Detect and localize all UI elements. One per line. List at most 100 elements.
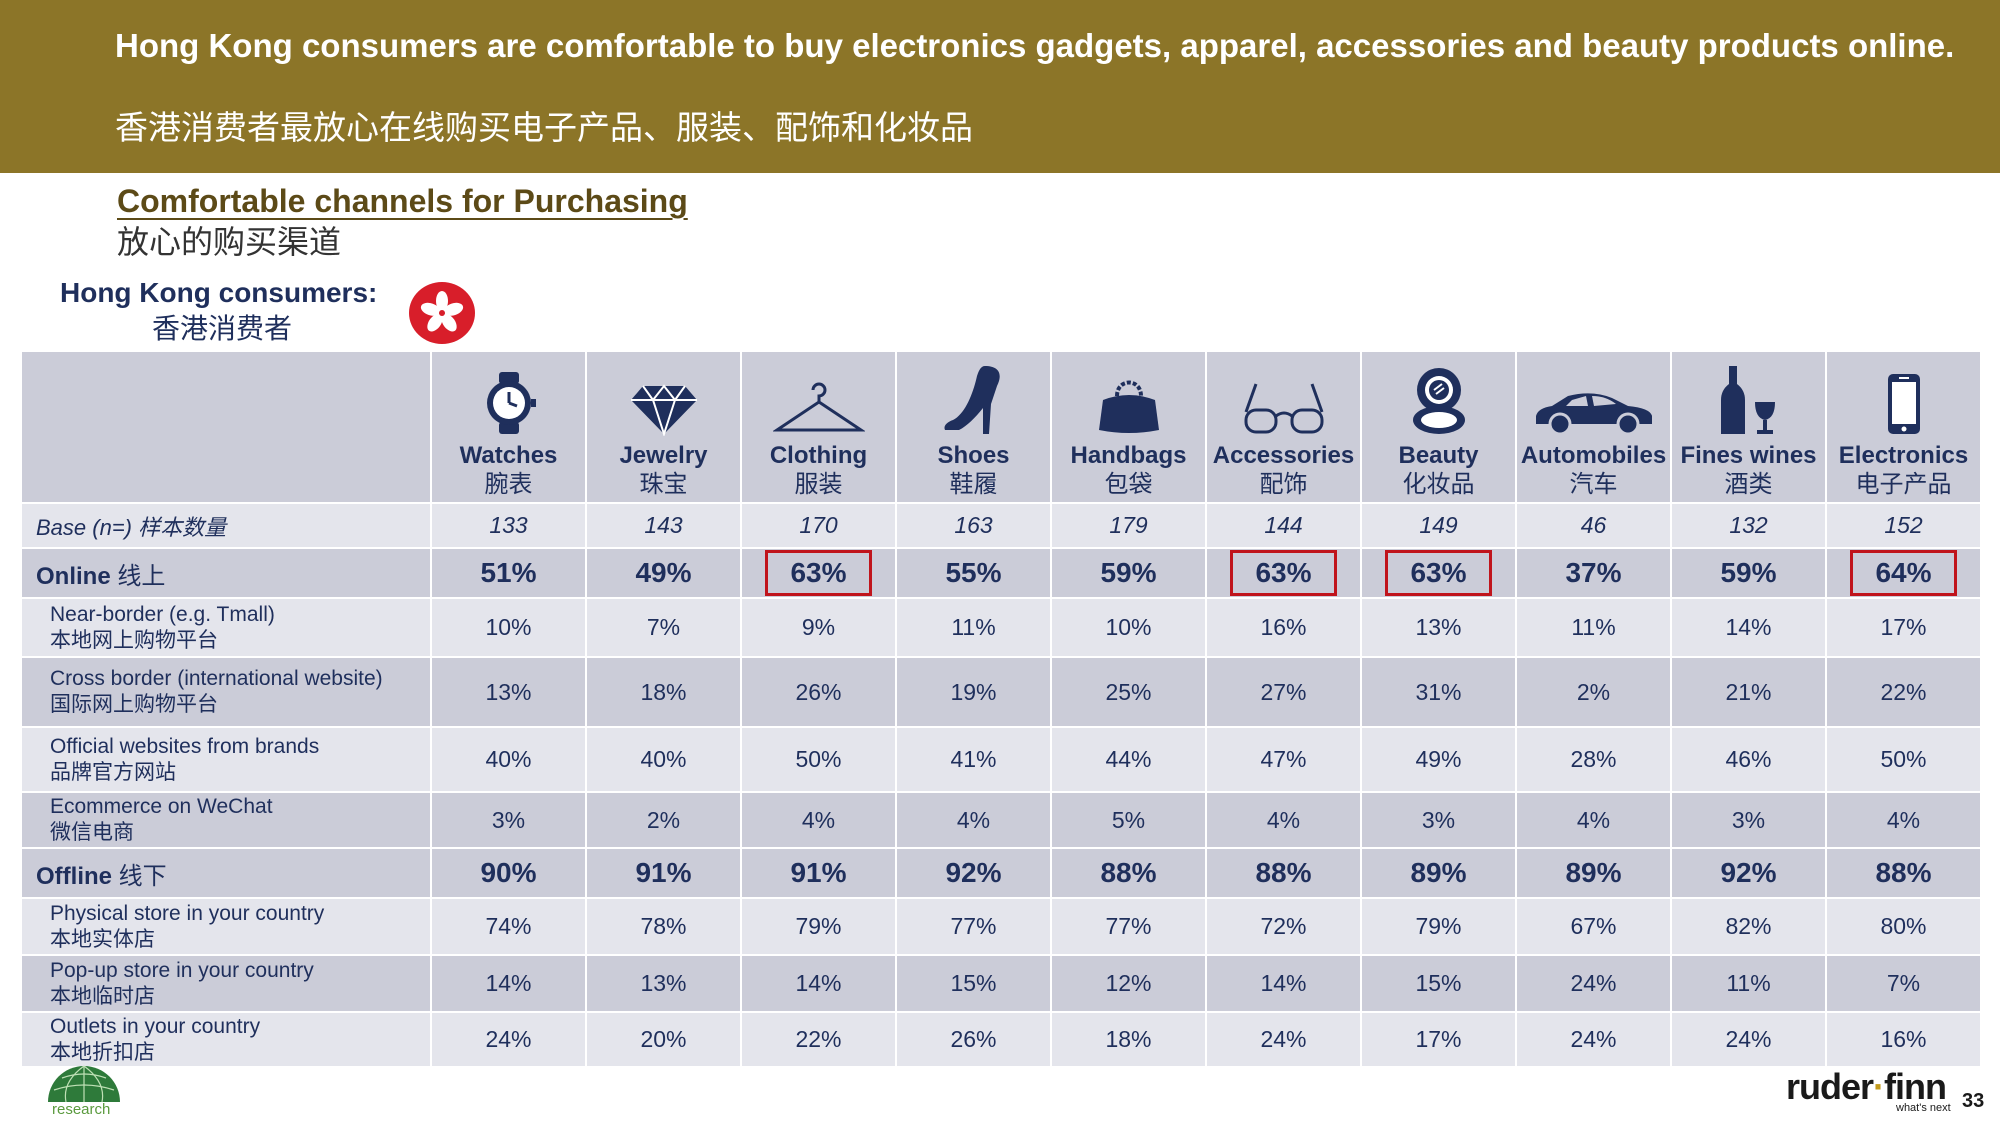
online-value-cell: 64% — [1825, 547, 1982, 599]
base-label-zh: 样本数量 — [138, 514, 227, 540]
section-title-en: Comfortable channels for Purchasing — [117, 183, 688, 219]
category-electronics: Electronics 电子产品 — [1825, 350, 1982, 504]
table-cell: 22% — [740, 1011, 897, 1068]
table-cell: 17% — [1825, 597, 1982, 658]
base-value-cell: 132 — [1670, 502, 1827, 549]
category-label-zh: 化妆品 — [1402, 471, 1475, 498]
offline-total-row: Offline 线下 90% 91% 91% 92% 88% 88% 89% 89% 92% 88% — [20, 847, 1982, 899]
table-cell: 24% — [1205, 1011, 1362, 1068]
table-cell: 3% — [430, 791, 587, 849]
base-value-cell: 144 — [1205, 502, 1362, 549]
header-title-en: Hong Kong consumers are comfortable to b… — [115, 27, 1955, 64]
table-row: Ecommerce on WeChat 微信电商 3% 2% 4% 4% 5% 4% 3% 4% 3… — [20, 791, 1982, 849]
category-accessories: Accessories 配饰 — [1205, 350, 1362, 504]
highlight-box: 63% — [1230, 550, 1337, 596]
category-jewelry: Jewelry 珠宝 — [585, 350, 742, 504]
watch-icon — [486, 372, 536, 434]
category-label-en: Shoes — [937, 442, 1010, 469]
table-cell: 18% — [585, 656, 742, 728]
base-value-cell: 46 — [1515, 502, 1672, 549]
hong-kong-flag-icon — [409, 282, 475, 344]
table-cell: 77% — [1050, 897, 1207, 956]
row-label-en: Pop-up store in your country — [50, 958, 314, 982]
category-label-en: Jewelry — [619, 442, 708, 469]
category-label-zh: 酒类 — [1724, 471, 1773, 498]
glasses-icon — [1244, 383, 1323, 434]
table-cell: 67% — [1515, 897, 1672, 956]
base-value-cell: 179 — [1050, 502, 1207, 549]
table-cell: 40% — [585, 726, 742, 793]
base-label: Base (n=) 样本数量 — [20, 502, 432, 549]
table-cell: 16% — [1825, 1011, 1982, 1068]
category-label-zh: 珠宝 — [639, 471, 688, 498]
row-label-en: Physical store in your country — [50, 901, 325, 925]
category-label-zh: 服装 — [794, 471, 843, 498]
highlight-box: 63% — [765, 550, 872, 596]
table-cell: 41% — [895, 726, 1052, 793]
table-cell: 44% — [1050, 726, 1207, 793]
research-logo-label: research — [52, 1101, 111, 1118]
category-label-en: Electronics — [1838, 442, 1969, 469]
online-value-cell: 63% — [1205, 547, 1362, 599]
table-cell: 15% — [1360, 954, 1517, 1013]
table-cell: 14% — [1670, 597, 1827, 658]
offline-value-cell: 92% — [895, 847, 1052, 899]
table-cell: 50% — [1825, 726, 1982, 793]
base-value-cell: 133 — [430, 502, 587, 549]
row-label: Cross border (international website) 国际网上… — [20, 656, 432, 728]
category-label-zh: 电子产品 — [1855, 471, 1952, 498]
table-corner — [20, 350, 432, 504]
table-cell: 4% — [740, 791, 897, 849]
table-cell: 22% — [1825, 656, 1982, 728]
wine-icon — [1720, 366, 1775, 434]
row-label-en: Cross border (international website) — [50, 667, 383, 690]
online-value-cell: 49% — [585, 547, 742, 599]
table-cell: 18% — [1050, 1011, 1207, 1068]
category-label-en: Accessories — [1212, 442, 1355, 469]
row-label-zh: 本地实体店 — [50, 927, 155, 951]
base-value-cell: 149 — [1360, 502, 1517, 549]
table-cell: 11% — [1670, 954, 1827, 1013]
brand-left: ruder — [1786, 1066, 1874, 1107]
base-row: Base (n=) 样本数量 133 143 170 163 179 144 149 46 132… — [20, 502, 1982, 549]
table-cell: 3% — [1360, 791, 1517, 849]
base-value-cell: 170 — [740, 502, 897, 549]
smartphone-icon — [1887, 374, 1920, 434]
base-value-cell: 143 — [585, 502, 742, 549]
table-cell: 3% — [1670, 791, 1827, 849]
table-cell: 24% — [1515, 954, 1672, 1013]
online-value-cell: 59% — [1670, 547, 1827, 599]
offline-label-en: Offline — [36, 862, 112, 890]
globe-logo-icon — [48, 1065, 120, 1102]
table-cell: 40% — [430, 726, 587, 793]
category-fine-wines: Fines wines 酒类 — [1670, 350, 1827, 504]
row-label-zh: 本地临时店 — [50, 984, 155, 1008]
offline-value-cell: 90% — [430, 847, 587, 899]
online-value-cell: 59% — [1050, 547, 1207, 599]
row-label-zh: 品牌官方网站 — [50, 760, 176, 784]
table-cell: 12% — [1050, 954, 1207, 1013]
table-cell: 10% — [430, 597, 587, 658]
table-cell: 31% — [1360, 656, 1517, 728]
brand-tagline: what's next — [1896, 1102, 1951, 1114]
base-value-cell: 152 — [1825, 502, 1982, 549]
table-cell: 49% — [1360, 726, 1517, 793]
online-value-cell: 63% — [740, 547, 897, 599]
category-handbags: Handbags 包袋 — [1050, 350, 1207, 504]
table-cell: 11% — [1515, 597, 1672, 658]
table-cell: 4% — [1515, 791, 1672, 849]
table-row: Physical store in your country 本地实体店 74% 78… — [20, 897, 1982, 956]
offline-value-cell: 89% — [1515, 847, 1672, 899]
row-label: Official websites from brands 品牌官方网站 — [20, 726, 432, 793]
offline-value-cell: 91% — [585, 847, 742, 899]
handbag-icon — [1098, 380, 1159, 433]
offline-value-cell: 92% — [1670, 847, 1827, 899]
table-row: Cross border (international website) 国际网上… — [20, 656, 1982, 728]
row-label: Near-border (e.g. Tmall) 本地网上购物平台 — [20, 597, 432, 658]
offline-value-cell: 91% — [740, 847, 897, 899]
table-cell: 24% — [1515, 1011, 1672, 1068]
online-value-cell: 55% — [895, 547, 1052, 599]
table-cell: 24% — [430, 1011, 587, 1068]
category-label-zh: 腕表 — [484, 471, 533, 498]
online-label-en: Online — [36, 562, 111, 590]
